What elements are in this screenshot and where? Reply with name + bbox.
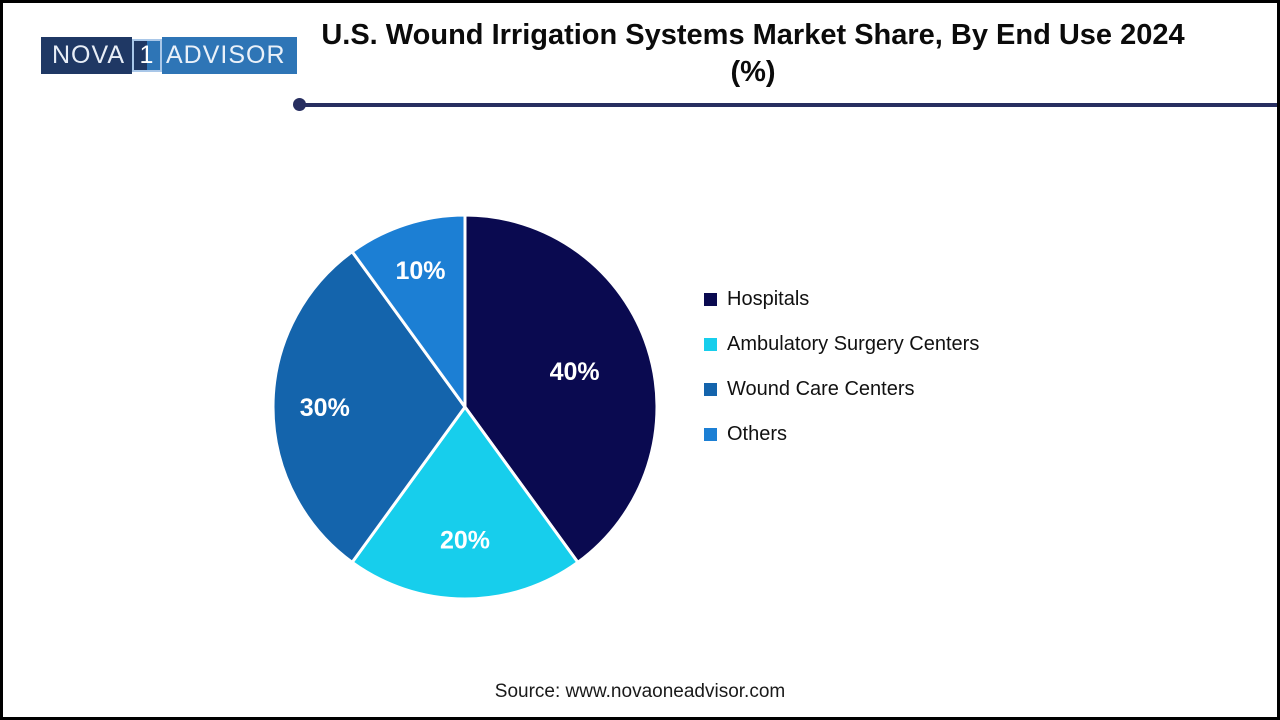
logo-text-advisor: ADVISOR xyxy=(162,37,297,74)
legend-swatch-icon xyxy=(704,337,717,351)
legend-label: Ambulatory Surgery Centers xyxy=(727,332,980,355)
legend-label: Hospitals xyxy=(727,287,810,310)
pie-data-label-others: 10% xyxy=(395,257,445,285)
divider-line xyxy=(304,102,1277,107)
pie-slice-hospitals xyxy=(463,213,659,564)
chart-title-line1: U.S. Wound Irrigation Systems Market Sha… xyxy=(321,19,1185,51)
pie-chart: 40% 20% 30% 10% xyxy=(271,213,659,601)
logo-one-badge: 1 xyxy=(132,39,162,72)
chart-legend: Hospitals Ambulatory Surgery Centers Wound… xyxy=(704,287,980,469)
legend-item-wound-care-centers: Wound Care Centers xyxy=(704,377,979,400)
pie-slice-ambulatory-surgery-centers xyxy=(350,405,580,601)
pie-data-label-wound-care-centers: 30% xyxy=(300,394,350,422)
source-text: Source: www.novaoneadvisor.com xyxy=(494,681,786,702)
legend-item-hospitals: Hospitals xyxy=(704,287,979,310)
title-divider xyxy=(293,98,1277,111)
pie-data-label-ambulatory-surgery-centers: 20% xyxy=(440,526,490,554)
legend-item-ambulatory-surgery-centers: Ambulatory Surgery Centers xyxy=(704,332,980,355)
pie-slice-others xyxy=(350,213,467,409)
logo-text-nova: NOVA xyxy=(41,37,132,74)
legend-swatch-icon xyxy=(704,382,717,396)
chart-title-line2: (%) xyxy=(730,56,776,88)
legend-label: Others xyxy=(727,422,788,445)
pie-chart-area: 40% 20% 30% 10% xyxy=(265,207,665,607)
legend-item-others: Others xyxy=(704,422,979,445)
pie-slice-wound-care-centers xyxy=(271,250,467,564)
legend-label: Wound Care Centers xyxy=(727,377,915,400)
chart-title: U.S. Wound Irrigation Systems Market Sha… xyxy=(253,17,1253,91)
pie-data-label-hospitals: 40% xyxy=(550,358,600,386)
nova-advisor-logo: NOVA 1 ADVISOR xyxy=(41,37,297,74)
legend-swatch-icon xyxy=(704,292,717,306)
legend-swatch-icon xyxy=(704,427,717,441)
divider-dot-icon xyxy=(293,98,306,111)
